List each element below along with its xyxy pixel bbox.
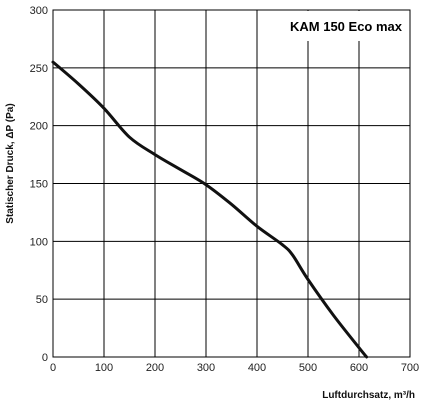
y-tick-label: 150 — [30, 179, 48, 191]
y-tick-label: 0 — [42, 352, 48, 364]
y-axis-label: Statischer Druck, ΔP (Pa) — [5, 103, 16, 223]
x-tick-label: 300 — [197, 362, 215, 374]
x-tick-label: 700 — [401, 362, 419, 374]
x-axis-label: Luftdurchsatz, m³/h — [322, 390, 415, 401]
y-tick-label: 250 — [30, 63, 48, 75]
y-tick-label: 50 — [36, 294, 48, 306]
plot-frame — [52, 9, 411, 358]
title-background — [262, 11, 409, 41]
y-tick-labels: 0 50 100 150 200 250 300 — [30, 5, 48, 364]
x-tick-label: 400 — [248, 362, 266, 374]
x-tick-labels: 0 100 200 300 400 500 600 700 — [50, 362, 419, 374]
x-tick-label: 600 — [350, 362, 368, 374]
y-tick-label: 200 — [30, 121, 48, 133]
series-line — [51, 60, 369, 359]
x-tick-label: 0 — [50, 362, 56, 374]
x-tick-label: 500 — [299, 362, 317, 374]
grid-lines — [52, 9, 411, 358]
x-tick-label: 200 — [146, 362, 164, 374]
chart-title: KAM 150 Eco max — [290, 19, 403, 34]
y-tick-label: 300 — [30, 5, 48, 17]
y-tick-label: 100 — [30, 236, 48, 248]
x-tick-label: 100 — [95, 362, 113, 374]
